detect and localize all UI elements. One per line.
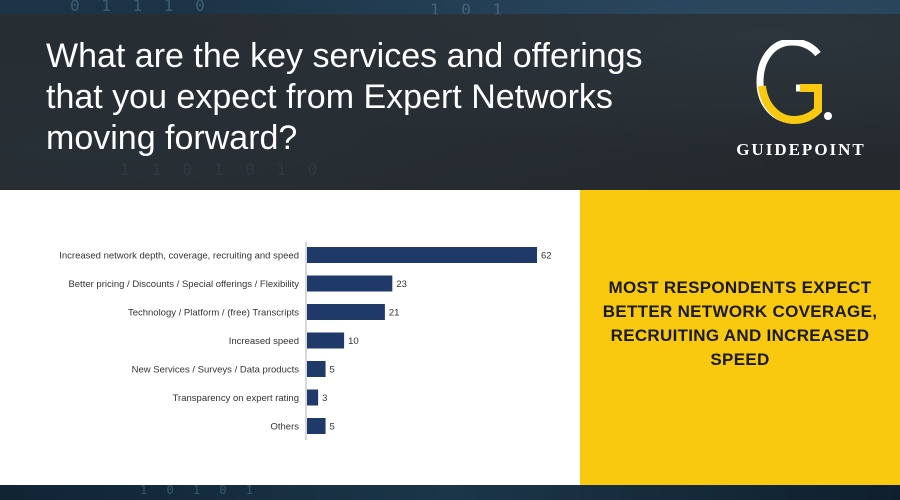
bar — [307, 275, 393, 292]
bar — [307, 418, 326, 434]
category-label: Increased speed — [229, 336, 299, 347]
category-label: Better pricing / Discounts / Special off… — [68, 279, 299, 290]
bar — [307, 332, 345, 349]
bar — [307, 247, 537, 263]
bar-value-label: 10 — [348, 336, 359, 347]
bar — [307, 304, 385, 320]
guidepoint-g-logo-icon — [756, 40, 832, 124]
bar-value-label: 21 — [389, 308, 400, 319]
callout-text: MOST RESPONDENTS EXPECT BETTER NETWORK C… — [602, 278, 878, 369]
bar-value-label: 3 — [322, 393, 327, 404]
category-label: Transparency on expert rating — [173, 393, 299, 404]
guidepoint-logo: GUIDEPOINT — [726, 40, 876, 170]
bar — [307, 389, 319, 406]
bar-value-label: 23 — [396, 279, 407, 290]
category-label: Increased network depth, coverage, recru… — [59, 251, 299, 262]
category-label: New Services / Surveys / Data products — [132, 365, 300, 376]
footer-strip: 1 0 1 0 1 — [0, 485, 900, 500]
bars — [307, 247, 537, 434]
data-labels: 62 23 21 10 5 3 5 — [322, 251, 551, 433]
callout-panel: MOST RESPONDENTS EXPECT BETTER NETWORK C… — [580, 190, 900, 485]
chart-panel: Increased network depth, coverage, recru… — [0, 190, 580, 485]
bar-value-label: 62 — [541, 251, 552, 262]
bar-value-label: 5 — [330, 365, 335, 376]
bar-chart: Increased network depth, coverage, recru… — [59, 242, 552, 440]
category-label: Others — [270, 422, 299, 433]
bar-value-label: 5 — [330, 422, 335, 433]
header-banner: 0 1 1 1 0 1 0 1 1 1 0 1 0 1 0 What are t… — [0, 0, 900, 190]
header-overlay — [0, 14, 900, 190]
guidepoint-wordmark: GUIDEPOINT — [736, 140, 866, 159]
bar — [307, 361, 326, 377]
category-label: Technology / Platform / (free) Transcrip… — [128, 308, 299, 319]
question-title: What are the key services and offerings … — [46, 37, 643, 157]
category-labels: Increased network depth, coverage, recru… — [59, 251, 299, 433]
